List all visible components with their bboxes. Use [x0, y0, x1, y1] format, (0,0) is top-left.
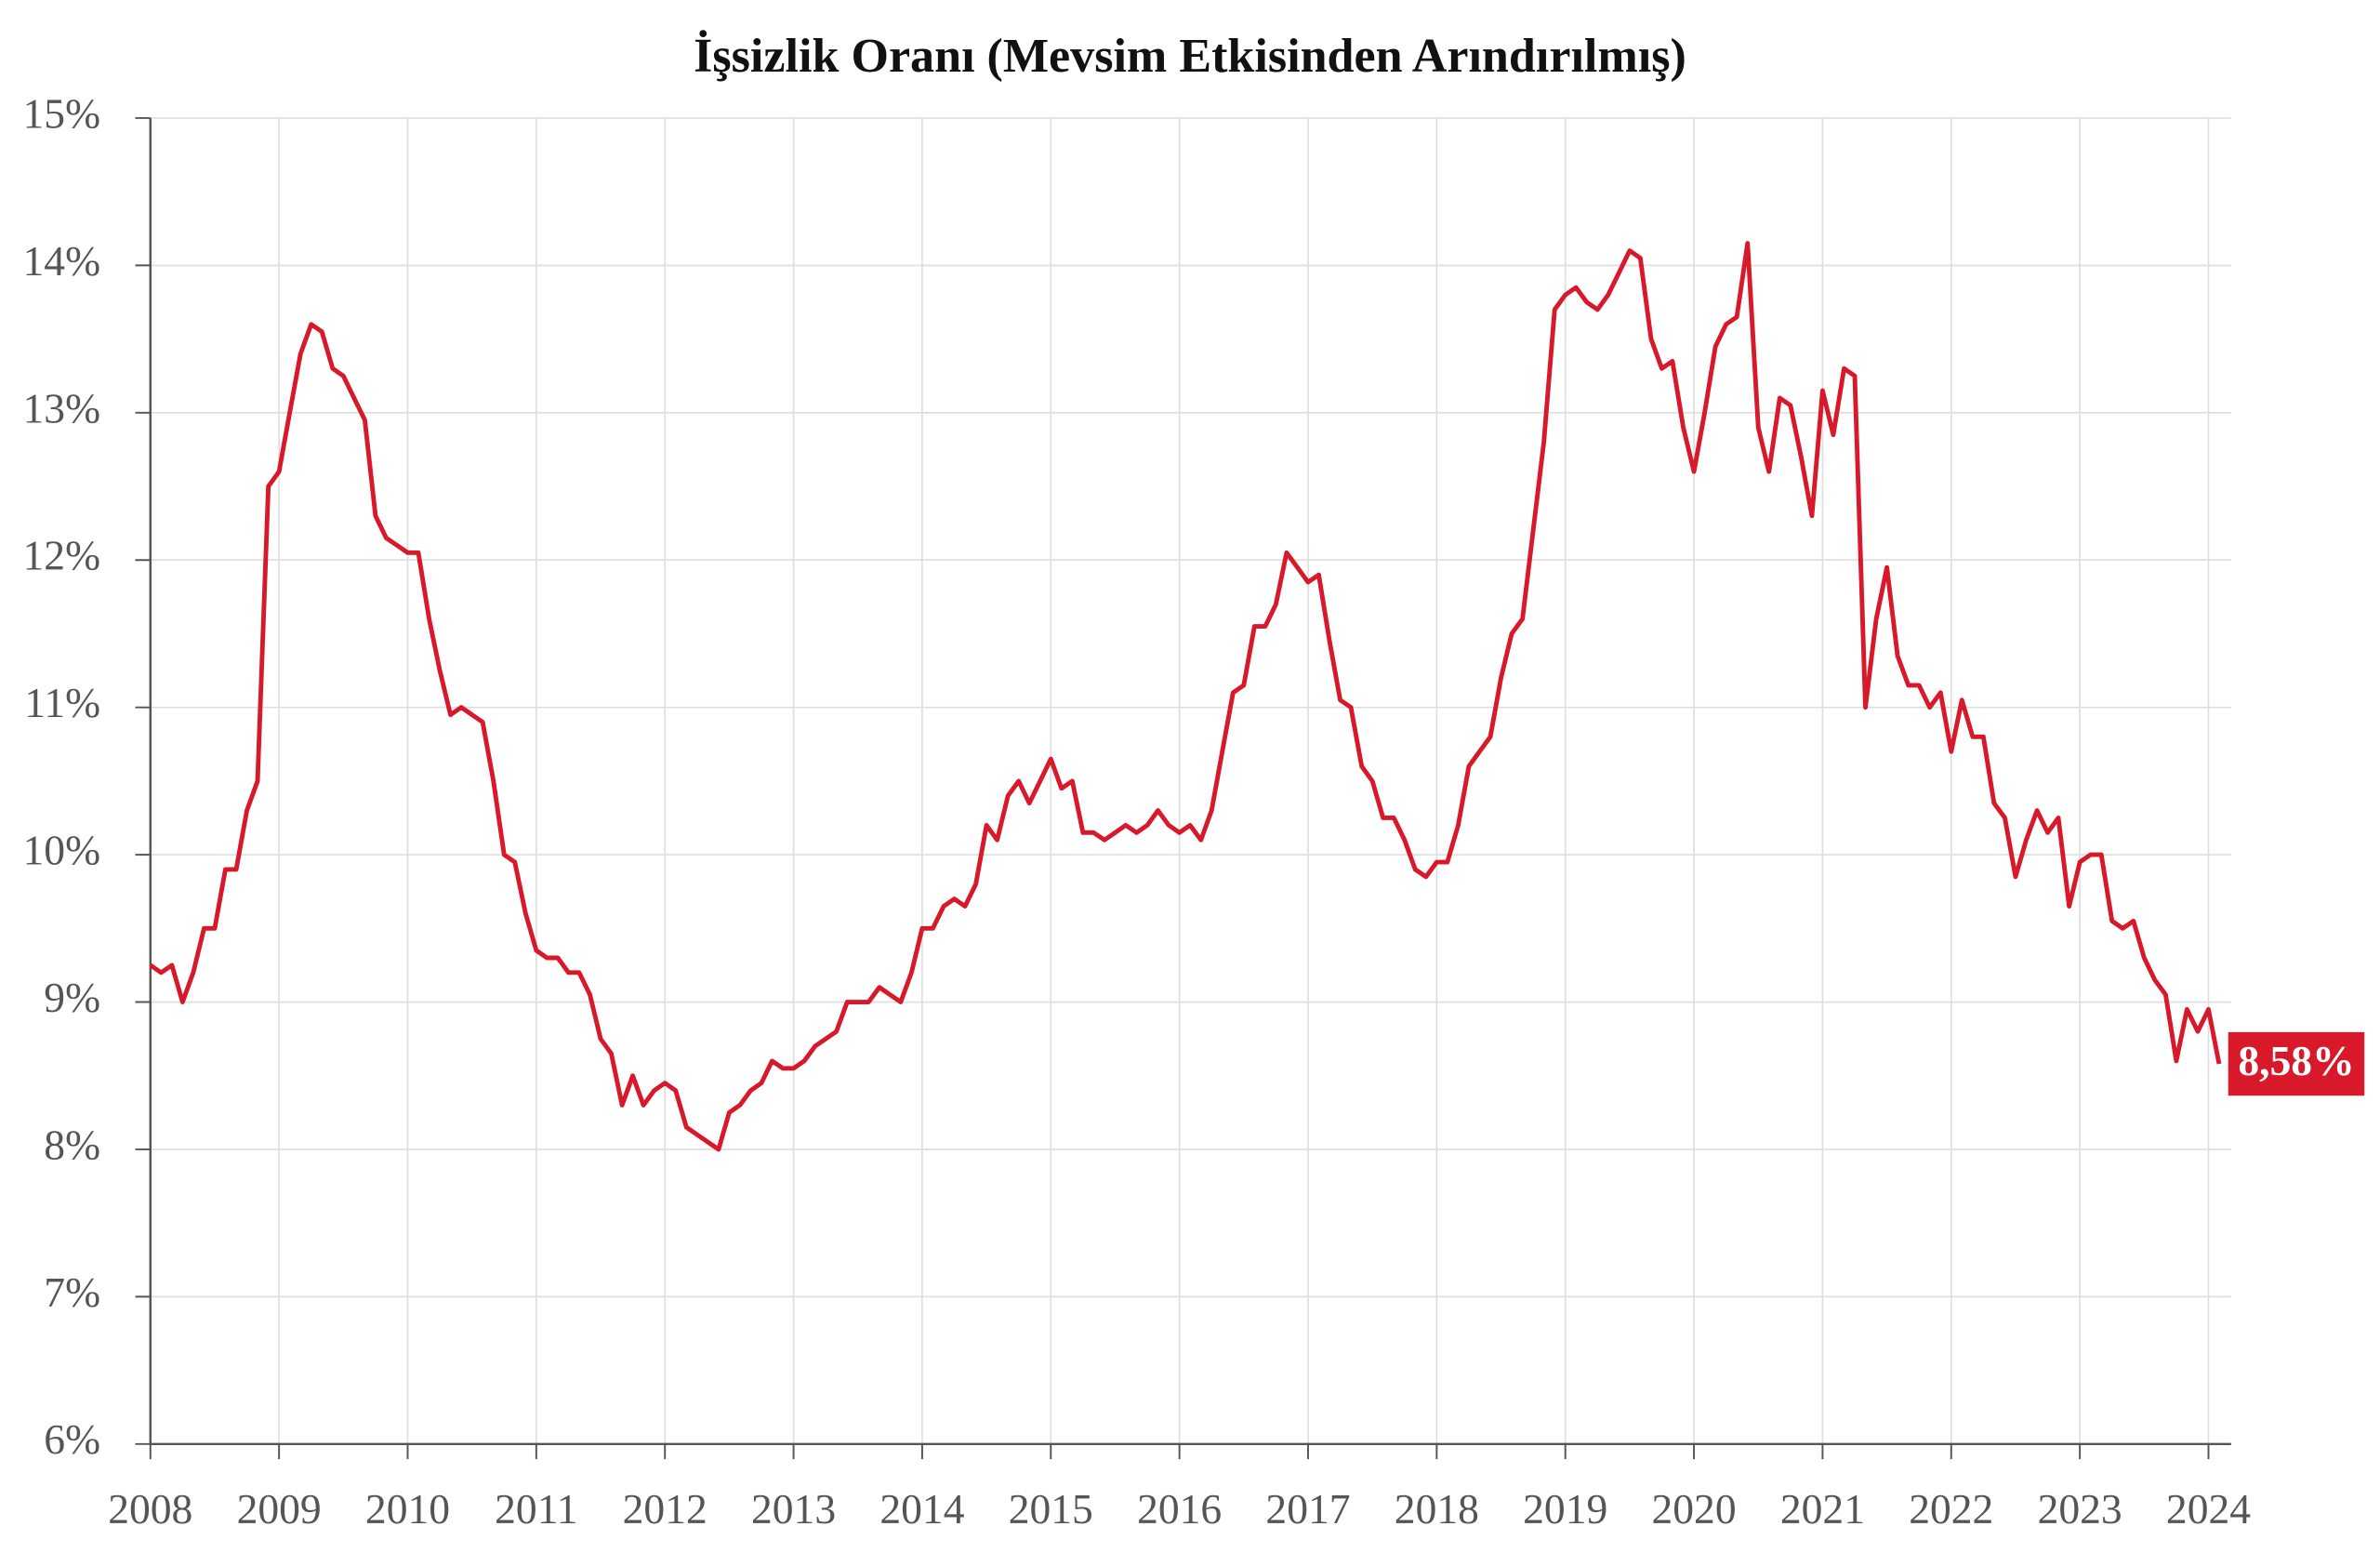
x-tick-label: 2022 — [1909, 1485, 1993, 1533]
y-tick-label: 8% — [44, 1121, 100, 1168]
x-tick-label: 2010 — [365, 1485, 450, 1533]
x-tick-label: 2018 — [1395, 1485, 1479, 1533]
y-tick-label: 14% — [23, 237, 101, 285]
x-tick-label: 2019 — [1523, 1485, 1607, 1533]
y-tick-label: 9% — [44, 974, 100, 1021]
x-tick-label: 2020 — [1652, 1485, 1737, 1533]
y-tick-label: 11% — [24, 679, 100, 726]
background — [3, 0, 2377, 1553]
y-tick-label: 13% — [23, 384, 101, 431]
end-label-box — [2228, 1031, 2365, 1096]
x-tick-label: 2017 — [1265, 1485, 1350, 1533]
y-tick-label: 10% — [23, 827, 101, 874]
end-label: 8,58% — [2238, 1037, 2354, 1084]
series-line — [149, 241, 2222, 1152]
y-tick-label: 7% — [44, 1268, 100, 1316]
x-tick-label: 2015 — [1009, 1485, 1093, 1533]
x-tick-label: 2021 — [1780, 1485, 1865, 1533]
chart-title: İşsizlik Oranı (Mevsim Etkisinden Arındı… — [694, 29, 1686, 83]
x-tick-label: 2008 — [108, 1485, 192, 1533]
x-tick-label: 2011 — [495, 1485, 577, 1533]
x-tick-label: 2012 — [623, 1485, 707, 1533]
x-tick-label: 2009 — [237, 1485, 322, 1533]
x-tick-label: 2023 — [2038, 1485, 2122, 1533]
x-tick-label: 2016 — [1137, 1485, 1222, 1533]
y-tick-label: 6% — [44, 1415, 100, 1463]
x-tick-label: 2013 — [751, 1485, 836, 1533]
y-tick-label: 12% — [23, 532, 101, 579]
x-tick-label: 2014 — [879, 1485, 964, 1533]
y-tick-label: 15% — [23, 89, 101, 137]
x-tick-label: 2024 — [2166, 1485, 2251, 1533]
